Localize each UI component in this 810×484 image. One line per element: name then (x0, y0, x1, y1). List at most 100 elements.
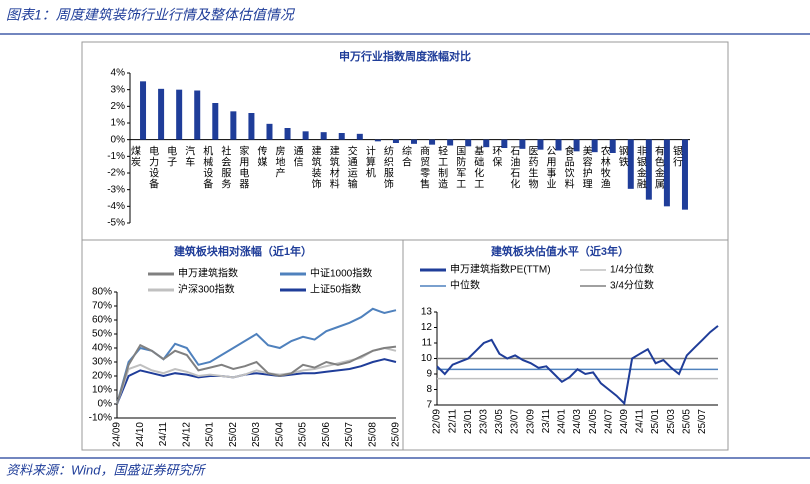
x-tick-label: 24/10 (135, 422, 146, 447)
bar (681, 139, 688, 210)
y-tick-label: 60% (92, 315, 112, 326)
y-tick-label: 10 (421, 353, 433, 364)
bar (392, 139, 399, 143)
y-tick-label: 11 (422, 338, 433, 349)
x-tick-label: 汽车 (183, 144, 195, 167)
x-tick-label: 农林牧渔 (598, 144, 610, 189)
bar (537, 139, 544, 150)
y-tick-label: 0% (98, 399, 113, 410)
x-tick-label: 25/03 (251, 422, 262, 447)
series-line (116, 343, 397, 405)
y-tick-label: 40% (92, 343, 112, 354)
x-tick-label: 25/09 (391, 422, 402, 447)
y-tick-label: -2% (107, 168, 125, 179)
x-tick-label: 非银金融 (634, 145, 646, 189)
x-tick-label: 25/02 (228, 422, 239, 447)
x-tick-label: 25/07 (344, 422, 355, 447)
x-tick-label: 22/09 (432, 409, 443, 434)
x-tick-label: 煤炭 (129, 144, 141, 167)
x-tick-label: 25/08 (367, 422, 378, 447)
chart-title: 建筑板块相对涨幅（近1年） (174, 244, 312, 258)
x-tick-label: 23/07 (510, 409, 521, 434)
x-tick-label: 钢铁 (616, 144, 628, 167)
bar (284, 128, 291, 140)
series-line (116, 346, 397, 405)
bar (248, 113, 255, 140)
x-tick-label: 通信 (291, 145, 303, 167)
x-tick-label: 24/03 (572, 409, 583, 434)
x-tick-label: 国防军工 (454, 145, 466, 189)
bar (645, 139, 652, 200)
legend-label: 申万建筑指数 (178, 267, 238, 280)
chart-title: 申万行业指数周度涨幅对比 (339, 49, 471, 63)
legend-label: 中证1000指数 (310, 267, 372, 280)
x-tick-label: 综合 (400, 144, 412, 167)
x-tick-label: 社会服务 (219, 144, 231, 189)
y-tick-label: 8 (426, 384, 432, 395)
x-tick-label: 公用事业 (544, 146, 556, 190)
bar (320, 132, 327, 140)
x-tick-label: 机械设备 (201, 144, 213, 189)
bar (194, 90, 201, 140)
bar (609, 139, 616, 153)
y-tick-label: 3% (111, 84, 126, 95)
y-tick-label: 4% (111, 68, 126, 79)
x-tick-label: 轻工制造 (436, 144, 448, 189)
bar (627, 139, 634, 189)
bar (447, 139, 454, 146)
y-tick-label: 10% (92, 385, 112, 396)
x-tick-label: 食品饮料 (562, 144, 574, 189)
x-tick-label: 25/07 (697, 409, 708, 434)
bar (519, 139, 526, 149)
y-tick-label: -1% (107, 151, 125, 162)
y-tick-label: 30% (92, 357, 112, 368)
x-tick-label: 24/12 (181, 422, 192, 447)
bar (266, 123, 273, 140)
x-tick-label: 24/09 (619, 409, 630, 434)
x-tick-label: 有色金属 (652, 144, 664, 189)
x-tick-label: 25/05 (681, 409, 692, 434)
x-tick-label: 建筑装饰 (309, 144, 321, 189)
legend-label: 中位数 (450, 279, 480, 292)
x-tick-label: 房地产 (273, 144, 285, 178)
chart-title: 建筑板块估值水平（近3年） (491, 244, 629, 258)
y-tick-label: 2% (111, 101, 126, 112)
bar (230, 111, 237, 140)
x-tick-label: 25/06 (321, 422, 332, 447)
y-tick-label: 12 (421, 322, 433, 333)
y-tick-label: 70% (92, 301, 112, 312)
bar (501, 139, 508, 148)
x-tick-label: 交通运输 (345, 144, 357, 189)
x-tick-label: 23/05 (494, 409, 505, 434)
y-tick-label: -4% (107, 201, 125, 212)
x-tick-label: 传媒 (255, 145, 267, 167)
y-tick-label: 7 (426, 400, 432, 411)
y-tick-label: 50% (92, 329, 112, 340)
x-tick-label: 家用电器 (237, 144, 249, 189)
series-line (436, 325, 719, 406)
y-tick-label: -5% (107, 218, 125, 229)
x-tick-label: 石油石化 (508, 146, 520, 190)
y-tick-label: 13 (421, 307, 433, 318)
legend-label: 3/4分位数 (610, 279, 654, 292)
x-tick-label: 商贸零售 (418, 144, 430, 189)
legend-label: 沪深300指数 (178, 283, 235, 296)
source: 资料来源：Wind，国盛证券研究所 (6, 462, 207, 477)
frame (81, 41, 729, 451)
x-tick-label: 纺织服饰 (381, 144, 393, 189)
bar (411, 139, 417, 144)
x-tick-label: 24/11 (635, 409, 646, 434)
y-tick-label: -3% (107, 184, 125, 195)
bar (573, 139, 580, 152)
bar (158, 88, 165, 140)
page-title: 图表1：周度建筑装饰行业行情及整体估值情况 (6, 7, 296, 23)
bar (212, 103, 219, 140)
x-tick-label: 25/03 (666, 409, 677, 434)
x-tick-label: 23/11 (541, 409, 552, 434)
x-tick-label: 23/09 (525, 409, 536, 434)
x-tick-label: 22/11 (447, 409, 458, 434)
y-tick-label: 1% (111, 118, 126, 129)
bar (140, 81, 147, 140)
bar (429, 139, 436, 145)
